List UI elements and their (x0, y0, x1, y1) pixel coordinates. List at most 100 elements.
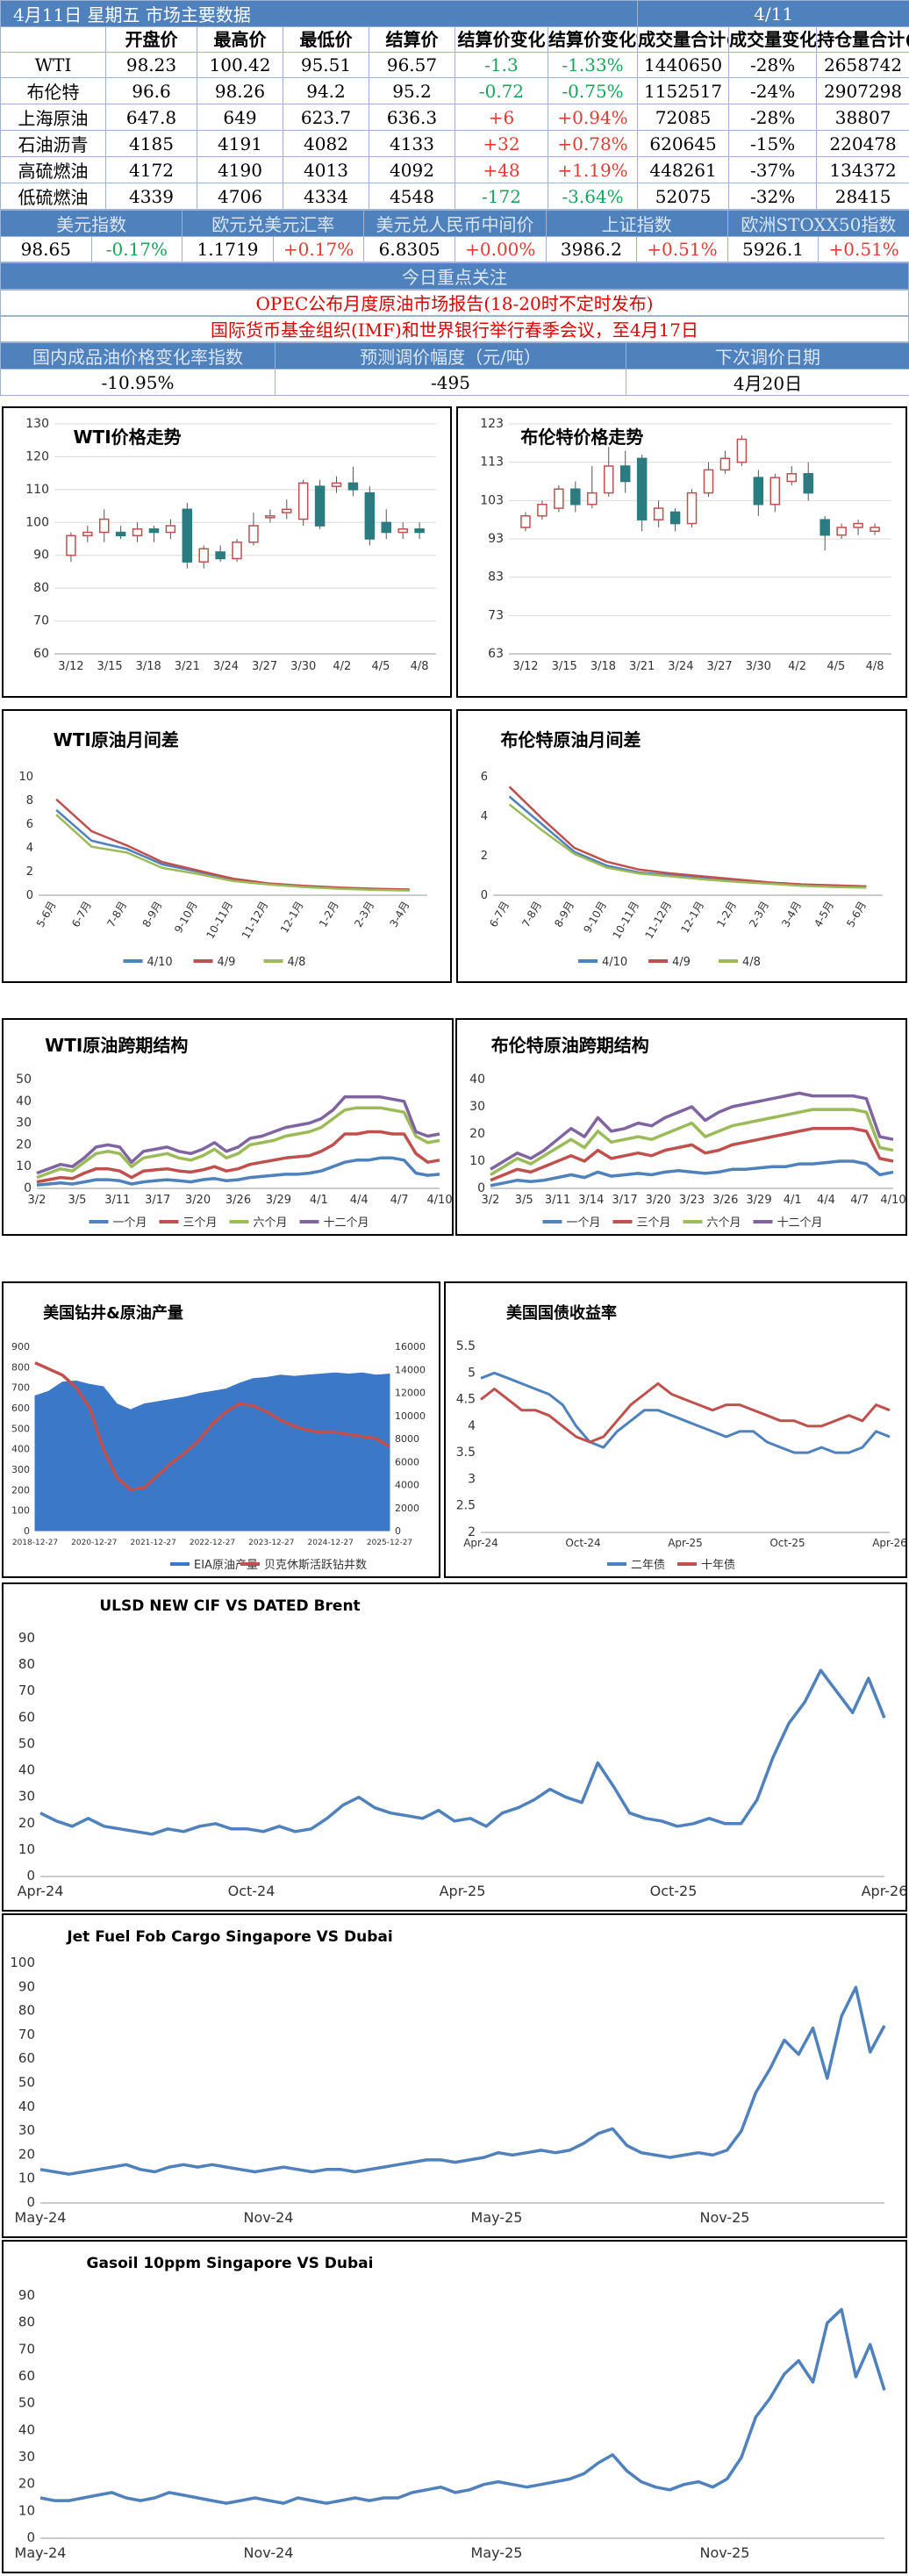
y-tick-label: 90 (18, 2287, 35, 2303)
y-tick-label: 10 (18, 2171, 35, 2186)
table-cell: 448261 (637, 156, 730, 183)
x-tick-label: 9-10月 (172, 900, 200, 936)
table-cell: 623.7 (283, 104, 369, 131)
y-tick-label: 70 (33, 614, 49, 628)
y-tick-label: 40 (18, 2099, 35, 2114)
table-cell: -1.33% (547, 52, 639, 78)
candle-body (232, 541, 242, 560)
y2-tick-label: 4000 (395, 1480, 419, 1491)
table-row: 低硫燃油 4339 4706 4334 4548 -172 -3.64% 52075 -32% 2… (0, 183, 909, 210)
x-tick-label: 12-1月 (678, 900, 706, 936)
x-tick-label: 3/15 (97, 660, 122, 673)
series-line (36, 1130, 440, 1184)
column-header: 结算价 (369, 26, 455, 53)
y-tick-label: 103 (480, 493, 504, 507)
x-tick-label: 5-6月 (34, 900, 59, 929)
series-line (36, 1156, 440, 1188)
domestic-label-2: 预测调价幅度（元/吨） (275, 342, 626, 370)
x-tick-label: 3/29 (746, 1194, 771, 1207)
table-cell: -0.72 (454, 77, 548, 104)
chart-title: 布伦特原油月间差 (501, 729, 641, 750)
candle-body (397, 528, 408, 534)
y-tick-label: 100 (11, 1505, 30, 1517)
y-tick-label: 50 (18, 2395, 35, 2411)
y-tick-label: 3.5 (456, 1446, 476, 1460)
legend-label: 三个月 (637, 1216, 671, 1230)
y-tick-label: 30 (18, 2449, 35, 2465)
x-tick-label: 3/18 (136, 660, 161, 673)
y-tick-label: 2 (26, 865, 33, 879)
y-tick-label: 3 (468, 1472, 476, 1486)
y-tick-label: 90 (18, 1630, 35, 1646)
jet-chart: Jet Fuel Fob Cargo Singapore VS Dubai 0 10… (10, 1928, 886, 2226)
x-tick-label: Oct-25 (650, 1883, 698, 1899)
wti-candle-panel: WTI价格走势 60 70 80 90 100 110 120 130 3/12 3/15 3/18 3… (2, 406, 452, 698)
y-tick-label: 0 (24, 1525, 30, 1537)
candle-body (554, 488, 564, 509)
x-tick-label: 3/29 (266, 1194, 291, 1207)
table-cell: 4172 (105, 156, 197, 183)
chart-title: WTI原油跨期结构 (45, 1035, 188, 1056)
domestic-table: 国内成品油价格变化率指数 预测调价幅度（元/吨） 下次调价日期 -10.95% … (0, 342, 909, 396)
candle-body (148, 528, 160, 534)
x-tick-label: 3/11 (104, 1194, 130, 1207)
series-line (55, 798, 410, 891)
chart-title: WTI价格走势 (73, 427, 181, 448)
y2-tick-label: 12000 (395, 1388, 426, 1399)
table-cell: 96.6 (105, 77, 197, 104)
table-row: 石油沥青 4185 4191 4082 4133 +32 +0.78% 620645 -15% 2… (0, 130, 909, 157)
x-tick-label: 5-6月 (844, 900, 869, 929)
y-tick-label: 120 (25, 449, 49, 463)
candle-body (653, 507, 664, 520)
legend-label: 4/9 (672, 956, 691, 969)
x-tick-label: 4/8 (411, 660, 429, 673)
table-cell: +6 (454, 104, 548, 131)
table-cell: -32% (728, 183, 818, 210)
candle-body (619, 465, 631, 483)
treasury-panel: 美国国债收益率 2 2.5 3 3.5 4 4.5 5 5.5 Apr-24 Oct-24 Apr-2… (444, 1281, 907, 1578)
legend-label: 六个月 (707, 1216, 741, 1230)
table-cell: 98.26 (197, 77, 283, 104)
column-header: 成交量合计(手) (637, 26, 730, 53)
x-tick-label: 10-11月 (611, 900, 642, 942)
chart-title: Jet Fuel Fob Cargo Singapore VS Dubai (66, 1928, 392, 1946)
legend-label: 4/9 (218, 956, 236, 969)
x-tick-label: 6-7月 (69, 900, 94, 929)
legend-label: 六个月 (254, 1216, 288, 1230)
series-line (39, 1668, 886, 1836)
x-tick-label: 3/24 (213, 660, 239, 673)
column-header: 结算价变化 (454, 26, 548, 53)
series-line (39, 1985, 886, 2176)
brent-candle-chart: 布伦特价格走势 63 73 83 93 103 113 123 3/12 3/15 3/18 3/21… (480, 417, 891, 673)
index-value: +0.00% (454, 236, 547, 262)
y-tick-label: 0 (477, 1181, 485, 1195)
x-tick-label: Apr-25 (668, 1537, 703, 1549)
x-tick-label: Oct-24 (228, 1883, 276, 1899)
legend-label: 一个月 (567, 1216, 601, 1230)
candle-body (66, 535, 76, 556)
x-tick-label: 3/27 (252, 660, 277, 673)
candle-body (636, 457, 648, 520)
brent-term-chart: 布伦特原油跨期结构 0 10 20 30 40 3/2 3/5 3/11 3/14 3/17 3/20… (469, 1035, 905, 1230)
y-tick-label: 90 (33, 549, 49, 563)
x-tick-label: 3/12 (58, 660, 83, 673)
y-tick-label: 80 (18, 2314, 35, 2330)
table-cell: 95.51 (283, 52, 369, 78)
candle-body (331, 482, 342, 487)
brent-month-spread-chart: 布伦特原油月间差 0 2 4 6 6-7月 7-8月 8-9月 9-10月 10-11月 11-12… (481, 729, 883, 969)
x-tick-label: Apr-24 (463, 1537, 498, 1549)
series-line (480, 1371, 891, 1454)
y-tick-label: 50 (18, 2075, 35, 2091)
y-tick-label: 400 (11, 1444, 30, 1455)
index-values: 98.65 -0.17% 1.1719 +0.17% 6.8305 +0.00% 3986.… (0, 236, 909, 262)
index-label: 上证指数 (545, 210, 728, 237)
x-tick-label: 3-4月 (388, 900, 412, 929)
x-tick-label: 3/14 (578, 1194, 604, 1207)
x-tick-label: 3/12 (512, 660, 538, 673)
y-tick-label: 500 (11, 1423, 30, 1434)
x-tick-label: May-25 (471, 2209, 523, 2226)
focus-title: 今日重点关注 (0, 262, 909, 290)
gasoil-chart: Gasoil 10ppm Singapore VS Dubai 0 10 20 30 40… (15, 2255, 886, 2561)
y-tick-label: 110 (25, 483, 49, 497)
y-tick-label: 50 (18, 1735, 35, 1751)
